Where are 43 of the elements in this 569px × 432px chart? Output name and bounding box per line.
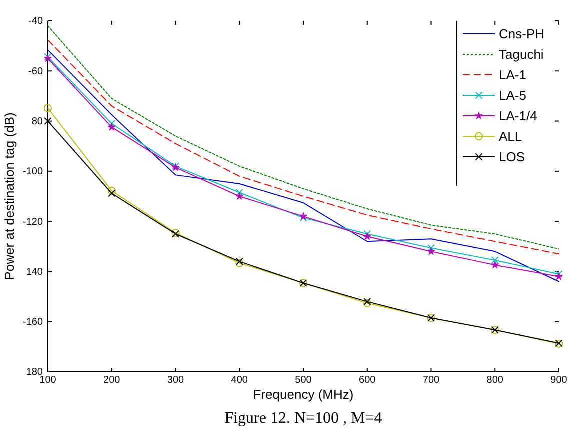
x-tick-label: 800	[486, 375, 504, 386]
point	[492, 262, 498, 268]
point	[428, 248, 435, 255]
point	[364, 230, 372, 238]
legend-label: LA-1/4	[499, 108, 538, 124]
point	[300, 213, 307, 220]
x-tick-label: 400	[231, 375, 248, 386]
point	[108, 190, 116, 198]
x-tick-label: 900	[550, 375, 568, 386]
point	[108, 186, 116, 196]
y-tick-label: -120	[22, 216, 44, 228]
y-axis-title: Power at destination tag (dB)	[2, 112, 17, 280]
legend-label: LA-1	[499, 68, 526, 82]
y-tick-label: 140	[26, 266, 44, 278]
legend-label: ALL	[499, 129, 522, 144]
y-tick-label: -160	[22, 317, 44, 328]
text: Figure 12. N=100 , M=4	[224, 410, 382, 427]
point	[556, 273, 562, 280]
point	[300, 214, 308, 222]
x-tick-label: 600	[359, 375, 376, 386]
point	[427, 244, 436, 252]
legend-label: Cns-PH	[499, 26, 545, 42]
y-tick-label: -100	[22, 166, 44, 178]
x-axis-title: Frequency (MHz)	[253, 387, 354, 402]
point	[44, 104, 52, 112]
point	[236, 188, 244, 197]
y-tick-label: -40	[28, 16, 44, 28]
point	[44, 117, 52, 126]
legend-label: Taguchi	[499, 47, 544, 62]
legend-label: LOS	[499, 150, 526, 164]
point	[236, 193, 243, 200]
point	[491, 256, 499, 264]
point	[108, 124, 116, 130]
x-tick-label: 700	[422, 375, 440, 386]
x-tick-label: 200	[104, 375, 121, 386]
x-tick-label: 300	[167, 375, 185, 386]
point	[108, 120, 116, 128]
legend-label: LA-5	[499, 88, 526, 103]
y-tick-label: 80	[32, 116, 44, 128]
x-tick-label: 100	[40, 375, 57, 386]
y-tick-label: -60	[28, 66, 44, 78]
point	[364, 233, 371, 240]
x-tick-label: 500	[295, 375, 312, 386]
